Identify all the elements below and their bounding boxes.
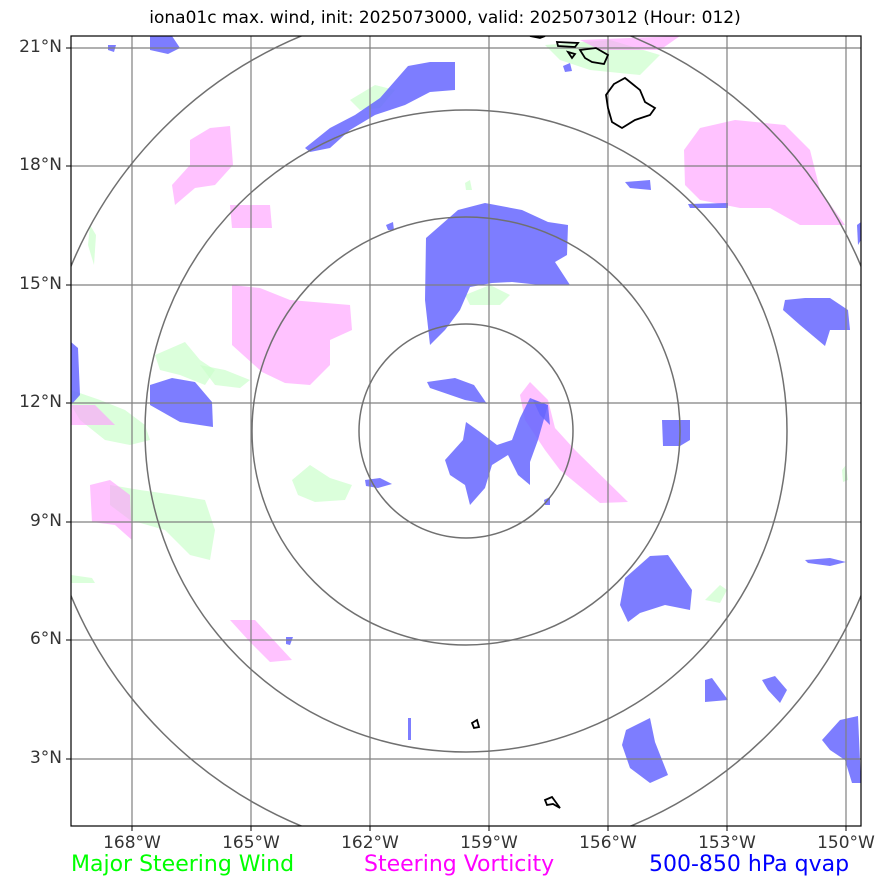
lat-label: 12°N — [19, 392, 62, 412]
qvap-area — [563, 63, 572, 72]
qvap-area — [71, 342, 80, 405]
lat-label: 6°N — [29, 629, 62, 649]
wind-area — [350, 85, 395, 110]
qvap-area — [620, 555, 692, 622]
wind-area — [842, 465, 848, 482]
qvap-area — [662, 420, 690, 446]
qvap-area — [286, 637, 293, 645]
qvap-area — [625, 180, 651, 190]
qvap-area — [408, 718, 411, 740]
map-title: iona01c max. wind, init: 2025073000, val… — [149, 8, 741, 28]
qvap-area — [705, 678, 728, 702]
qvap-area — [783, 298, 850, 346]
island-kiritimati-coast — [543, 795, 561, 809]
vorticity-area — [232, 285, 352, 385]
plot-frame — [70, 35, 862, 827]
qvap-area — [150, 36, 180, 54]
qvap-area — [805, 558, 846, 566]
vorticity-area — [90, 480, 132, 540]
lon-label: 150°W — [817, 833, 875, 853]
lat-label: 18°N — [19, 155, 62, 175]
vorticity-area — [71, 405, 115, 425]
wind-area — [88, 225, 96, 265]
wind-area — [71, 575, 95, 583]
lat-label: 3°N — [29, 748, 62, 768]
lon-label: 156°W — [579, 833, 637, 853]
wind-area — [292, 465, 352, 502]
qvap-area — [762, 676, 787, 703]
map-plot-area — [71, 36, 861, 826]
axis-ticks — [66, 47, 847, 831]
vorticity-area — [684, 120, 845, 225]
legend-steering-vorticity: Steering Vorticity — [364, 852, 555, 877]
lon-label: 153°W — [698, 833, 756, 853]
qvap-area — [425, 203, 570, 345]
island-maui-coast — [578, 47, 610, 66]
wind-area — [465, 285, 510, 305]
map-gridlines — [71, 36, 861, 826]
island-lanai-coast — [565, 50, 577, 60]
island-oahu-coast — [529, 36, 546, 39]
wind-area — [465, 180, 472, 190]
qvap-area — [427, 378, 487, 404]
range-ring — [251, 216, 681, 646]
lon-label: 168°W — [103, 833, 161, 853]
range-rings — [71, 36, 861, 826]
island-big-island-coast — [605, 76, 657, 130]
qvap-area — [688, 203, 728, 208]
lon-label: 165°W — [222, 833, 280, 853]
qvap-area — [822, 716, 861, 783]
lon-label: 159°W — [460, 833, 518, 853]
qvap-area — [533, 400, 550, 425]
coastlines — [470, 36, 657, 809]
island-molokai-coast — [555, 41, 580, 48]
qvap-area — [386, 222, 394, 230]
legend-steering-wind: Major Steering Wind — [71, 852, 295, 877]
legend-qvap: 500-850 hPa qvap — [649, 852, 850, 877]
vorticity-area — [230, 620, 292, 662]
island-equatorial-coast — [470, 718, 481, 730]
qvap-area — [305, 62, 455, 152]
range-ring — [358, 323, 574, 539]
wind-area — [71, 390, 150, 445]
qvap-area — [857, 222, 861, 245]
qvap-areas — [71, 36, 861, 783]
lat-label: 9°N — [29, 511, 62, 531]
lat-label: 15°N — [19, 274, 62, 294]
range-ring — [144, 109, 788, 753]
lat-label: 21°N — [19, 37, 62, 57]
qvap-area — [622, 718, 668, 783]
wind-area — [200, 365, 250, 388]
qvap-area — [365, 478, 392, 488]
wind-area — [705, 585, 727, 603]
lon-label: 162°W — [341, 833, 399, 853]
qvap-area — [445, 398, 548, 505]
wind-area — [155, 342, 215, 385]
